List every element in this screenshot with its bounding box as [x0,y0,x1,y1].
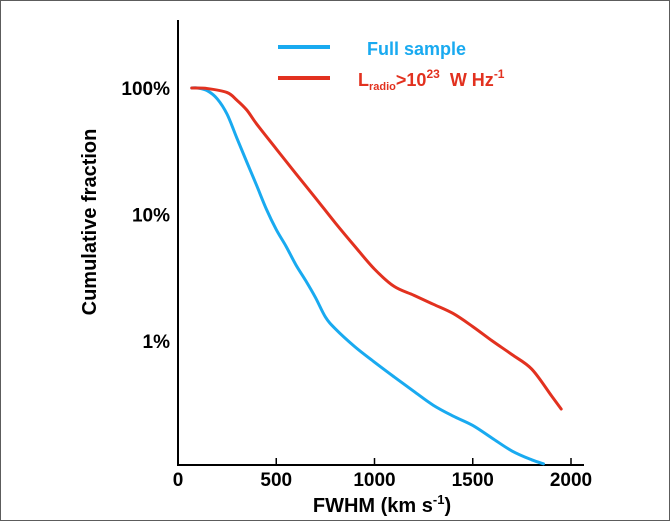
legend-label-radio: Lradio>1023 W Hz-1 [358,67,505,93]
y-tick-label: 100% [121,79,170,100]
x-axis-label: FWHM (km s-1) [313,492,451,517]
x-ticks: 0 500 1000 1500 2000 [173,458,592,491]
x-tick-label: 1500 [452,470,494,491]
series-line-radio [190,86,563,411]
y-tick-label: 1% [143,332,171,353]
y-ticks: 100% 10% 1% [121,79,170,353]
series-group [190,86,563,466]
y-axis-label: Cumulative fraction [79,129,101,316]
x-tick-label: 500 [260,470,292,491]
x-tick-label: 2000 [550,470,592,491]
x-tick-label: 1000 [353,470,395,491]
x-tick-label: 0 [173,470,184,491]
legend-label-full-sample: Full sample [367,39,466,59]
legend: Full sample Lradio>1023 W Hz-1 [278,39,505,93]
series-line-full-sample [190,86,545,466]
y-tick-label: 10% [132,206,170,227]
